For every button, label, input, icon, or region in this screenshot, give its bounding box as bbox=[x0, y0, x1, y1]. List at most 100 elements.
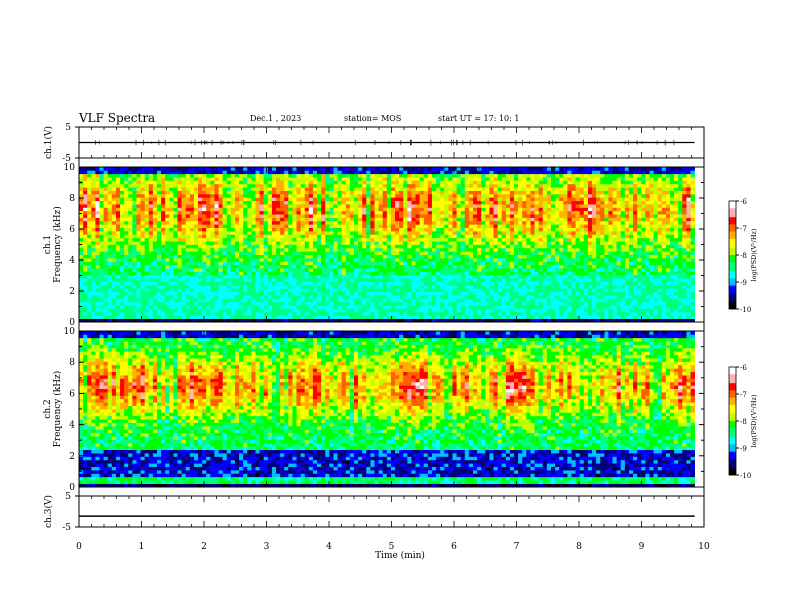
heatmap-cell bbox=[349, 170, 355, 175]
heatmap-cell bbox=[485, 177, 490, 181]
heatmap-cell bbox=[161, 177, 166, 181]
heatmap-cell bbox=[202, 247, 207, 252]
heatmap-cell bbox=[468, 298, 474, 303]
heatmap-cell bbox=[353, 167, 359, 171]
heatmap-cell bbox=[177, 207, 182, 212]
heatmap-cell bbox=[267, 187, 273, 191]
heatmap-cell bbox=[312, 170, 318, 175]
heatmap-cell bbox=[382, 227, 388, 232]
heatmap-cell bbox=[284, 305, 289, 309]
heatmap-cell bbox=[218, 274, 223, 279]
heatmap-cell bbox=[107, 251, 113, 255]
heatmap-cell bbox=[234, 274, 240, 279]
heatmap-cell bbox=[337, 305, 343, 309]
heatmap-cell bbox=[345, 254, 351, 259]
heatmap-cell bbox=[263, 315, 269, 319]
heatmap-cell bbox=[214, 220, 219, 225]
heatmap-cell bbox=[206, 281, 211, 286]
heatmap-cell bbox=[124, 227, 129, 232]
heatmap-cell bbox=[493, 224, 498, 228]
heatmap-cell bbox=[234, 220, 240, 225]
heatmap-cell bbox=[161, 220, 166, 225]
heatmap-cell bbox=[243, 274, 248, 279]
heatmap-cell bbox=[136, 271, 141, 276]
heatmap-cell bbox=[271, 264, 277, 269]
heatmap-cell bbox=[337, 210, 343, 215]
heatmap-cell bbox=[341, 264, 347, 269]
heatmap-cell bbox=[181, 257, 187, 262]
heatmap-cell bbox=[370, 210, 375, 215]
heatmap-cell bbox=[169, 167, 174, 171]
heatmap-cell bbox=[378, 180, 384, 185]
heatmap-cell bbox=[148, 278, 154, 282]
heatmap-cell bbox=[255, 197, 260, 202]
heatmap-cell bbox=[267, 193, 273, 198]
heatmap-cell bbox=[202, 210, 207, 215]
heatmap-cell bbox=[403, 173, 408, 178]
heatmap-cell bbox=[464, 227, 470, 232]
heatmap-cell bbox=[185, 234, 191, 239]
heatmap-cell bbox=[329, 284, 334, 289]
heatmap-cell bbox=[444, 298, 449, 303]
heatmap-cell bbox=[148, 197, 154, 202]
heatmap-cell bbox=[234, 251, 240, 255]
heatmap-cell bbox=[284, 264, 289, 269]
heatmap-cell bbox=[300, 298, 306, 303]
heatmap-cell bbox=[431, 284, 437, 289]
heatmap-cell bbox=[501, 274, 507, 279]
heatmap-cell bbox=[222, 234, 228, 239]
heatmap-cell bbox=[448, 190, 453, 195]
heatmap-cell bbox=[189, 268, 195, 272]
heatmap-cell bbox=[419, 254, 425, 259]
heatmap-cell bbox=[329, 305, 334, 309]
heatmap-cell bbox=[358, 278, 363, 282]
heatmap-cell bbox=[382, 177, 388, 181]
heatmap-cell bbox=[222, 210, 228, 215]
heatmap-cell bbox=[284, 204, 289, 208]
heatmap-cell bbox=[460, 224, 466, 228]
heatmap-cell bbox=[341, 217, 347, 222]
heatmap-cell bbox=[366, 177, 371, 181]
heatmap-cell bbox=[411, 190, 416, 195]
heatmap-cell bbox=[399, 217, 404, 222]
heatmap-cell bbox=[181, 207, 187, 212]
heatmap-cell bbox=[177, 220, 182, 225]
heatmap-cell bbox=[230, 170, 236, 175]
heatmap-cell bbox=[79, 234, 84, 239]
heatmap-cell bbox=[448, 231, 453, 235]
heatmap-cell bbox=[353, 231, 359, 235]
heatmap-cell bbox=[353, 271, 359, 276]
heatmap-cell bbox=[136, 298, 141, 303]
heatmap-cell bbox=[280, 268, 285, 272]
heatmap-cell bbox=[390, 214, 396, 218]
heatmap-cell bbox=[296, 241, 301, 245]
heatmap-cell bbox=[444, 204, 449, 208]
heatmap-cell bbox=[144, 271, 150, 276]
heatmap-cell bbox=[128, 274, 133, 279]
heatmap-cell bbox=[185, 264, 191, 269]
heatmap-cell bbox=[226, 197, 232, 202]
heatmap-cell bbox=[497, 231, 503, 235]
heatmap-cell bbox=[317, 261, 322, 266]
heatmap-cell bbox=[436, 214, 441, 218]
heatmap-cell bbox=[132, 268, 137, 272]
heatmap-cell bbox=[230, 295, 236, 299]
heatmap-cell bbox=[390, 227, 396, 232]
heatmap-cell bbox=[349, 207, 355, 212]
heatmap-cell bbox=[415, 197, 420, 202]
heatmap-cell bbox=[181, 217, 187, 222]
heatmap-cell bbox=[353, 207, 359, 212]
heatmap-cell bbox=[378, 193, 384, 198]
heatmap-cell bbox=[267, 244, 273, 249]
heatmap-cell bbox=[399, 173, 404, 178]
heatmap-cell bbox=[136, 268, 141, 272]
heatmap-cell bbox=[481, 288, 486, 293]
heatmap-cell bbox=[169, 247, 174, 252]
heatmap-cell bbox=[128, 197, 133, 202]
heatmap-cell bbox=[185, 210, 191, 215]
heatmap-cell bbox=[370, 315, 375, 319]
heatmap-cell bbox=[337, 234, 343, 239]
heatmap-cell bbox=[148, 301, 154, 306]
heatmap-cell bbox=[91, 200, 96, 205]
heatmap-cell bbox=[230, 284, 236, 289]
